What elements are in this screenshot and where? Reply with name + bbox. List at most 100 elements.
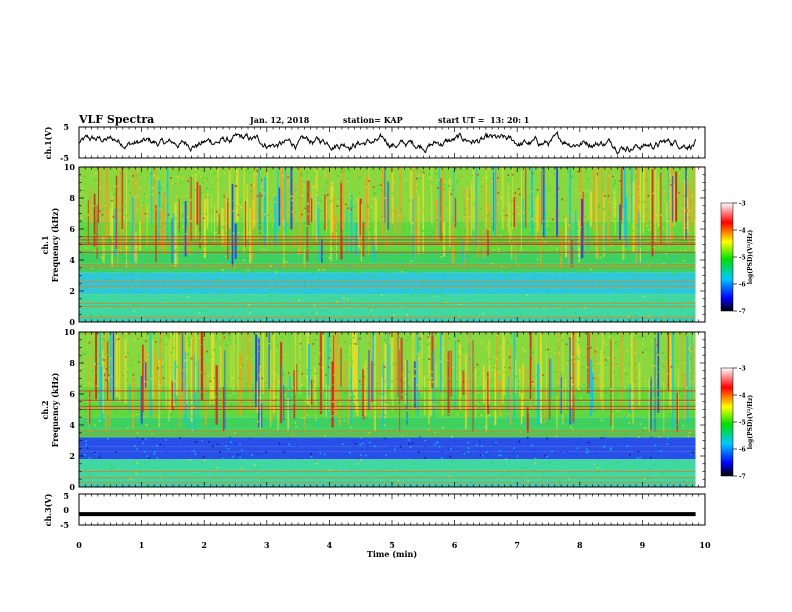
spectrogram-cell — [668, 175, 671, 177]
spectrogram-streak — [350, 193, 353, 254]
spectrogram-cell — [501, 313, 504, 315]
spectrogram-cell — [149, 172, 152, 175]
spectrogram-cell — [311, 388, 314, 391]
spectrogram-streak — [293, 181, 296, 249]
spectrogram-cell — [540, 344, 542, 346]
spectrogram-cell — [618, 240, 620, 243]
spectrogram-cell — [651, 300, 654, 303]
spectrogram-streak — [258, 167, 260, 231]
spectrogram-cell — [316, 412, 319, 414]
spectrogram-cell — [348, 170, 351, 172]
spectrogram-cell — [370, 315, 373, 318]
spectrogram-streak — [253, 167, 256, 227]
spectrogram-streak — [338, 389, 341, 427]
spectrogram-cell — [526, 371, 529, 374]
spectrogram-cell — [349, 266, 352, 268]
spectrogram-cell — [207, 375, 209, 377]
spectrogram-cell — [278, 381, 281, 383]
spectrogram-cell — [137, 169, 140, 172]
spectrogram-cell — [358, 317, 360, 320]
spectrogram-cell — [366, 293, 368, 296]
spectrogram-cell — [254, 464, 257, 467]
spectrogram-cell — [105, 318, 107, 320]
spectrogram-streak — [121, 167, 124, 230]
spectrogram-cell — [275, 271, 278, 273]
spectrogram-streak — [594, 333, 596, 387]
spectrogram-streak — [631, 332, 633, 410]
spectrogram-cell — [241, 227, 244, 229]
spectrogram-cell — [448, 438, 451, 441]
spectrogram-cell — [382, 291, 384, 294]
spectrogram-cell — [102, 361, 105, 363]
spectrogram-cell — [313, 380, 315, 383]
spectrogram-cell — [144, 380, 147, 383]
spectrogram-cell — [613, 388, 616, 391]
spectrogram-cell — [487, 455, 490, 458]
spectrogram-cell — [613, 356, 616, 359]
spectrogram-cell — [529, 482, 532, 485]
spectrogram-cell — [391, 476, 394, 478]
spectrogram-streak — [560, 374, 563, 415]
spectrogram-cell — [500, 454, 502, 457]
spectrogram-streak — [203, 199, 206, 258]
start-time-label: start UT = 13: 20: 1 — [438, 115, 529, 125]
spectrogram-cell — [669, 304, 672, 307]
spectrogram-cell — [332, 401, 334, 403]
spectrogram-cell — [287, 332, 290, 335]
spectrogram-cell — [191, 415, 193, 418]
spectrogram-streak — [664, 360, 666, 396]
spectrogram-cell — [411, 222, 414, 224]
spectrogram-cell — [572, 429, 574, 432]
spectrogram-streak — [644, 167, 646, 224]
spectrogram-cell — [278, 442, 281, 445]
spectrogram-cell — [354, 439, 357, 442]
spectrogram-cell — [454, 315, 457, 317]
spectrogram-cell — [86, 447, 89, 449]
spectrogram-cell — [414, 371, 417, 374]
spectrogram-cell — [557, 214, 560, 216]
spectrogram-cell — [655, 441, 657, 443]
spectrogram-cell — [534, 462, 536, 465]
spectrogram-streak — [493, 167, 494, 232]
spectrogram-cell — [574, 363, 576, 365]
spectrogram-cell — [359, 337, 361, 340]
spectrogram-cell — [161, 301, 164, 303]
spectrogram-cell — [424, 312, 427, 315]
spectrogram-cell — [180, 246, 183, 249]
spectrogram-cell — [151, 193, 154, 196]
spectrogram-cell — [302, 194, 305, 196]
spectrogram-cell — [413, 375, 416, 378]
spectrogram-cell — [472, 275, 474, 278]
spectrogram-cell — [445, 395, 447, 397]
spectrogram-cell — [228, 453, 231, 456]
spectrogram-cell — [647, 239, 649, 242]
spectrogram-cell — [373, 179, 376, 181]
spectrogram-cell — [211, 236, 214, 239]
spectrogram-cell — [154, 473, 157, 475]
spectrogram-cell — [640, 240, 642, 243]
spectrogram-cell — [246, 423, 249, 426]
spectrogram-cell — [218, 234, 220, 237]
spectrogram-cell — [190, 220, 192, 222]
spectrogram-cell — [248, 172, 251, 174]
spectrogram-cell — [560, 287, 562, 289]
spectrogram-cell — [145, 282, 148, 284]
spectrogram-cell — [137, 338, 139, 340]
spectrogram-cell — [663, 320, 665, 322]
spectrogram-cell — [202, 456, 205, 458]
spectrogram-cell — [360, 397, 362, 399]
spectrogram-streak — [327, 332, 330, 417]
spectrogram-cell — [566, 296, 569, 298]
ch1-voltage-ytick-bottom: -5 — [60, 153, 69, 163]
spectrogram-cell — [318, 242, 321, 245]
spectrogram-cell — [260, 300, 262, 303]
spectrogram-cell — [472, 195, 474, 197]
spectrogram-cell — [266, 249, 269, 252]
spectrogram-cell — [160, 403, 163, 405]
spectrogram-cell — [337, 175, 339, 177]
spectrogram-cell — [463, 216, 465, 219]
spectrogram-streak — [399, 167, 401, 234]
spectrogram-cell — [275, 304, 277, 307]
spectrogram-cell — [122, 229, 125, 232]
spectrogram-cell — [139, 173, 142, 176]
